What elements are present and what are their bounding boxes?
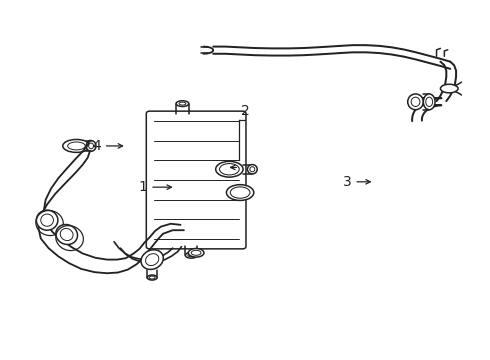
Ellipse shape <box>423 94 435 110</box>
Ellipse shape <box>188 254 195 257</box>
Ellipse shape <box>216 161 243 177</box>
Ellipse shape <box>408 94 423 110</box>
Ellipse shape <box>411 97 420 107</box>
Ellipse shape <box>226 185 254 201</box>
Ellipse shape <box>247 165 257 174</box>
Ellipse shape <box>220 163 239 175</box>
Ellipse shape <box>176 101 189 107</box>
Ellipse shape <box>63 139 90 152</box>
Ellipse shape <box>56 225 77 244</box>
Ellipse shape <box>36 210 58 230</box>
Text: 3: 3 <box>343 175 370 189</box>
Ellipse shape <box>230 187 250 198</box>
Ellipse shape <box>89 143 94 149</box>
Ellipse shape <box>141 250 163 269</box>
Ellipse shape <box>149 276 155 279</box>
FancyBboxPatch shape <box>147 111 246 249</box>
Ellipse shape <box>179 102 186 105</box>
Ellipse shape <box>60 229 73 240</box>
Ellipse shape <box>146 254 159 266</box>
Ellipse shape <box>441 84 458 93</box>
Ellipse shape <box>41 214 53 226</box>
Ellipse shape <box>191 250 201 255</box>
Text: 2: 2 <box>241 104 249 118</box>
Ellipse shape <box>250 167 255 172</box>
Text: 4: 4 <box>92 139 122 153</box>
Ellipse shape <box>68 142 85 150</box>
Ellipse shape <box>147 275 157 280</box>
Ellipse shape <box>426 97 433 107</box>
Ellipse shape <box>185 252 197 258</box>
Text: 1: 1 <box>138 180 171 194</box>
Ellipse shape <box>188 248 204 257</box>
Ellipse shape <box>86 140 96 151</box>
